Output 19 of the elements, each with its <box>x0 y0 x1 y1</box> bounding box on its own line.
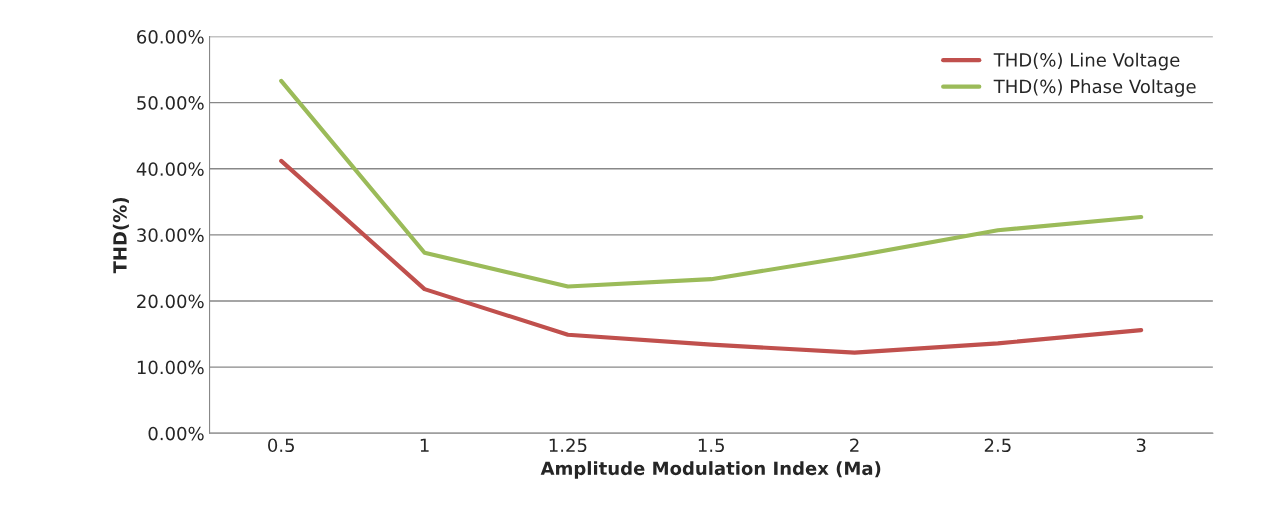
x-tick-label: 0.5 <box>268 438 294 453</box>
x-tick-label: 3 <box>1136 438 1146 453</box>
x-tick-label: 2 <box>850 438 859 452</box>
y-tick-label: 20.00% <box>137 294 204 309</box>
line-series <box>279 158 1144 355</box>
legend-label: THD(%) Line Voltage <box>993 52 1180 71</box>
x-tick-label: 2.5 <box>984 438 1011 453</box>
y-tick-label: 40.00% <box>136 162 204 176</box>
y-tick-label: 30.00% <box>137 228 204 243</box>
y-tick-label: 60.00% <box>137 30 204 44</box>
legend-label: THD(%) Phase Voltage <box>993 79 1196 97</box>
x-tick-label: 1.5 <box>698 438 724 453</box>
y-axis-title: THD(%) <box>112 197 129 274</box>
x-tick-label: 1.25 <box>549 438 587 453</box>
y-tick-label: 0.00% <box>148 426 204 441</box>
x-axis-title: Amplitude Modulation Index (Ma) <box>540 461 881 479</box>
x-tick-label: 1 <box>420 438 429 452</box>
y-tick-label: 50.00% <box>137 96 204 110</box>
y-tick-label: 10.00% <box>137 360 204 375</box>
